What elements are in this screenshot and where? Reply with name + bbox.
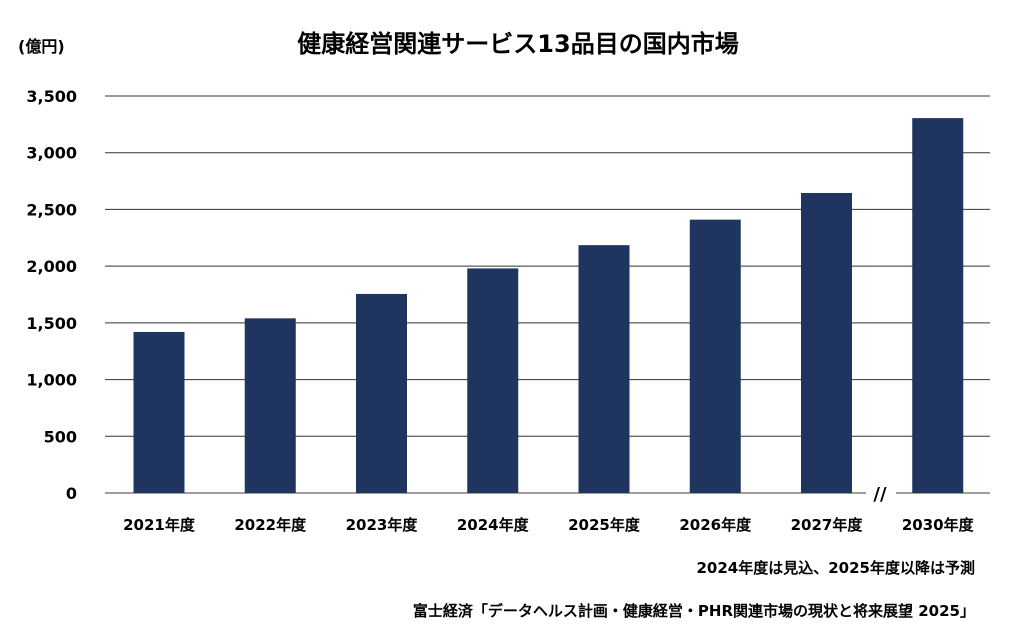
axis-break-mark: //	[873, 484, 887, 505]
x-axis-tick-labels: 2021年度 2022年度 2023年度 2024年度 2025年度 2026年度 2027…	[123, 516, 974, 534]
x-tick-label: 2027年度	[791, 516, 864, 534]
bar-2027年度	[801, 192, 852, 493]
bar-2025年度	[578, 245, 630, 493]
y-tick-label: 2,000	[26, 257, 77, 276]
source-credit: 富士経済「データヘルス計画・健康経営・PHR関連市場の現状と将来展望 2025」	[413, 602, 975, 620]
gridlines	[105, 95, 990, 497]
y-tick-label: 2,500	[26, 200, 77, 219]
x-tick-label: 2023年度	[346, 516, 419, 534]
y-tick-label: 1,000	[26, 371, 77, 390]
forecast-note: 2024年度は見込、2025年度以降は予測	[697, 559, 976, 577]
x-tick-label: 2025年度	[568, 516, 641, 534]
y-axis-unit-label: (億円)	[18, 37, 65, 56]
x-tick-label: 2024年度	[457, 516, 530, 534]
bars	[133, 118, 964, 494]
y-axis-tick-labels: 0 500 1,000 1,500 2,000 2,500 3,000 3,500	[26, 87, 77, 503]
bar-2022年度	[244, 318, 296, 493]
y-tick-label: 3,000	[26, 144, 77, 163]
y-tick-label: 0	[66, 484, 77, 503]
y-tick-label: 3,500	[26, 87, 77, 106]
bar-2023年度	[356, 293, 407, 493]
y-tick-label: 1,500	[26, 314, 77, 333]
x-tick-label: 2021年度	[123, 516, 196, 534]
bar-2030年度	[912, 118, 964, 494]
axis-break-gap	[866, 489, 896, 497]
y-tick-label: 500	[44, 427, 77, 446]
x-tick-label: 2026年度	[679, 516, 752, 534]
x-tick-label: 2022年度	[234, 516, 307, 534]
bar-2026年度	[689, 219, 741, 493]
bar-2021年度	[133, 331, 185, 493]
chart-title: 健康経営関連サービス13品目の国内市場	[297, 30, 738, 58]
bar-2024年度	[467, 268, 519, 493]
x-tick-label: 2030年度	[902, 516, 975, 534]
